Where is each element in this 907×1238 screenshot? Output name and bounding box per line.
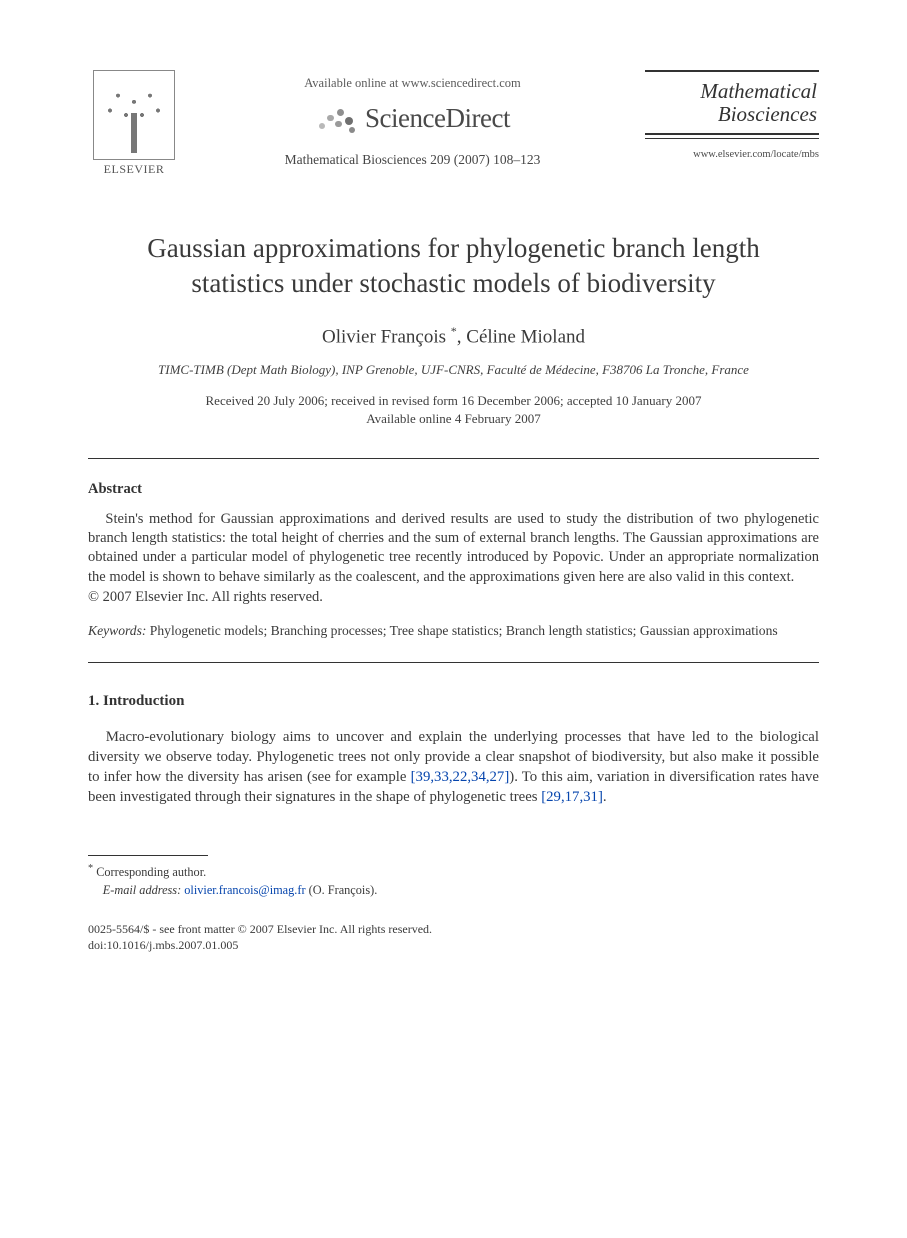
intro-paragraph: Macro-evolutionary biology aims to uncov…: [88, 728, 819, 807]
doi-line: doi:10.1016/j.mbs.2007.01.005: [88, 937, 819, 953]
front-matter-line: 0025-5564/$ - see front matter © 2007 El…: [88, 921, 819, 937]
article-dates: Received 20 July 2006; received in revis…: [88, 392, 819, 427]
email-line: E-mail address: olivier.francois@imag.fr…: [88, 882, 819, 899]
footnote-rule: [88, 855, 208, 856]
keywords-text: Phylogenetic models; Branching processes…: [146, 623, 777, 638]
publisher-label: ELSEVIER: [88, 162, 180, 177]
abstract-copyright: © 2007 Elsevier Inc. All rights reserved…: [88, 589, 819, 606]
journal-name-line2: Biosciences: [718, 102, 817, 126]
email-label: E-mail address:: [103, 883, 181, 897]
author-1: Olivier François: [322, 326, 446, 347]
article-title: Gaussian approximations for phylogenetic…: [98, 231, 809, 300]
elsevier-tree-icon: [93, 70, 175, 160]
section-1-heading: 1. Introduction: [88, 693, 819, 710]
header-center: Available online at www.sciencedirect.co…: [180, 70, 645, 168]
journal-name-line1: Mathematical: [700, 79, 817, 103]
footer-block: 0025-5564/$ - see front matter © 2007 El…: [88, 921, 819, 953]
corresponding-label: Corresponding author.: [96, 865, 206, 879]
author-separator: ,: [457, 326, 467, 347]
citation-refs-1[interactable]: [39,33,22,34,27]: [411, 769, 510, 785]
rule-below-keywords: [88, 662, 819, 663]
journal-name: Mathematical Biosciences: [645, 72, 819, 133]
sciencedirect-dots-icon: [315, 105, 357, 133]
citation-refs-2[interactable]: [29,17,31]: [541, 789, 603, 805]
footnote-mark: *: [88, 863, 93, 874]
keywords-label: Keywords:: [88, 623, 146, 638]
email-paren: (O. François).: [306, 883, 378, 897]
abstract-heading: Abstract: [88, 481, 819, 498]
journal-rule-mid: [645, 133, 819, 135]
intro-text-post: .: [603, 789, 607, 805]
abstract-body: Stein's method for Gaussian approximatio…: [88, 510, 819, 588]
dates-line-1: Received 20 July 2006; received in revis…: [206, 393, 702, 408]
dates-line-2: Available online 4 February 2007: [366, 411, 541, 426]
available-online-line: Available online at www.sciencedirect.co…: [180, 76, 645, 91]
page-header: ELSEVIER Available online at www.science…: [88, 70, 819, 177]
corresponding-author-note: * Corresponding author.: [88, 862, 819, 881]
affiliation: TIMC-TIMB (Dept Math Biology), INP Greno…: [88, 362, 819, 378]
author-email[interactable]: olivier.francois@imag.fr: [184, 883, 305, 897]
citation-line: Mathematical Biosciences 209 (2007) 108–…: [180, 152, 645, 168]
footnote-block: * Corresponding author. E-mail address: …: [88, 862, 819, 899]
publisher-logo-block: ELSEVIER: [88, 70, 180, 177]
sciencedirect-wordmark: ScienceDirect: [365, 103, 510, 134]
sciencedirect-logo: ScienceDirect: [315, 103, 510, 134]
journal-box: Mathematical Biosciences www.elsevier.co…: [645, 70, 819, 160]
journal-rule-thin: [645, 138, 819, 139]
authors-line: Olivier François *, Céline Mioland: [88, 324, 819, 348]
author-2: Céline Mioland: [466, 326, 585, 347]
rule-above-abstract: [88, 458, 819, 459]
keywords-line: Keywords: Phylogenetic models; Branching…: [88, 622, 819, 640]
journal-url: www.elsevier.com/locate/mbs: [645, 149, 819, 160]
